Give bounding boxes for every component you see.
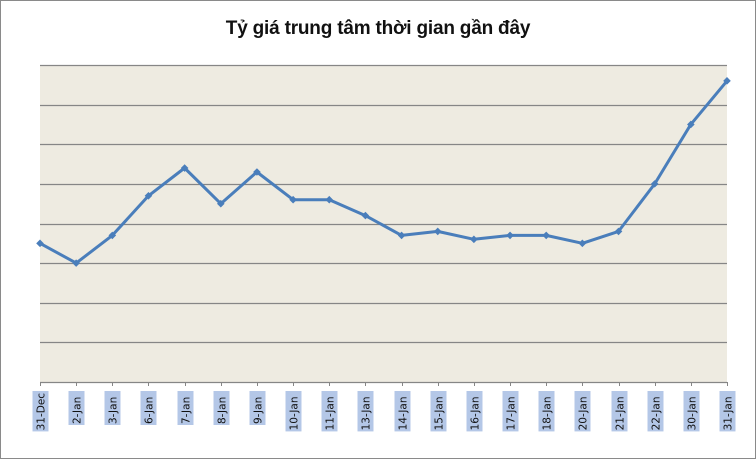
tick-label-highlight	[68, 391, 85, 425]
x-tick-label: 16-Jan	[470, 396, 482, 430]
tick-label-highlight	[719, 391, 736, 432]
tick-label-highlight	[357, 391, 374, 432]
plot-area	[40, 65, 727, 382]
tick-label-highlight	[285, 391, 302, 432]
x-tick-label: 13-Jan	[361, 396, 373, 430]
data-point-marker	[289, 195, 297, 204]
data-line	[39, 79, 729, 265]
tick-label-highlight	[538, 391, 555, 432]
data-point-marker	[397, 231, 406, 240]
data-point-marker	[614, 227, 623, 236]
tick-label-highlight	[611, 391, 628, 432]
data-point-marker	[506, 231, 514, 240]
data-point-marker	[144, 191, 153, 200]
data-point-marker	[578, 239, 587, 248]
tick-label-highlight	[683, 391, 700, 432]
x-tick-label: 3-Jan	[108, 397, 120, 424]
data-point-marker	[72, 259, 80, 267]
tick-label-highlight	[140, 391, 157, 425]
x-tick-label: 31-Jan	[723, 396, 735, 430]
chart-title: Tỷ giá trung tâm thời gian gần đây	[225, 18, 531, 39]
x-tick-label: 7-Jan	[181, 397, 193, 424]
x-tick-label: 30-Jan	[687, 396, 699, 430]
tick-label-highlight	[321, 391, 338, 432]
tick-label-highlight	[647, 391, 664, 432]
tick-label-highlight	[466, 391, 483, 432]
data-point-marker	[361, 211, 370, 220]
tick-label-highlight	[249, 391, 266, 425]
tick-label-highlight	[502, 391, 519, 432]
data-point-marker	[325, 195, 334, 204]
x-tick-label: 14-Jan	[398, 396, 410, 430]
data-point-marker	[687, 120, 695, 129]
tick-label-highlight	[574, 391, 591, 432]
data-point-marker	[253, 168, 261, 176]
data-point-marker	[470, 235, 478, 244]
data-point-marker	[433, 227, 442, 236]
x-tick-label: 31-Dec	[36, 393, 48, 431]
tick-label-highlight	[430, 391, 447, 432]
data-point-marker	[723, 77, 731, 85]
x-tick-label: 15-Jan	[434, 396, 446, 430]
data-point-marker	[36, 239, 44, 248]
x-tick-label: 10-Jan	[289, 396, 301, 430]
tick-label-highlight	[104, 391, 121, 425]
data-point-marker	[180, 164, 189, 172]
x-tick-label: 20-Jan	[578, 396, 590, 430]
data-point-marker	[542, 231, 551, 240]
tick-label-highlight	[177, 391, 194, 425]
tick-label-highlight	[213, 391, 230, 425]
x-tick-label: 6-Jan	[144, 397, 156, 424]
x-tick-label: 9-Jan	[253, 397, 265, 424]
tick-label-highlight	[394, 391, 411, 432]
x-tick-label: 21-Jan	[615, 396, 627, 430]
x-tick-label: 18-Jan	[542, 396, 554, 430]
x-tick-label: 22-Jan	[651, 396, 663, 430]
data-point-marker	[216, 199, 225, 208]
data-point-marker	[108, 231, 117, 240]
x-tick-label: 17-Jan	[506, 396, 518, 430]
x-tick-label: 2-Jan	[72, 397, 84, 424]
tick-label-highlight	[32, 391, 49, 432]
x-tick-label: 11-Jan	[325, 396, 337, 430]
data-point-marker	[650, 180, 659, 188]
x-tick-label: 8-Jan	[217, 397, 229, 424]
